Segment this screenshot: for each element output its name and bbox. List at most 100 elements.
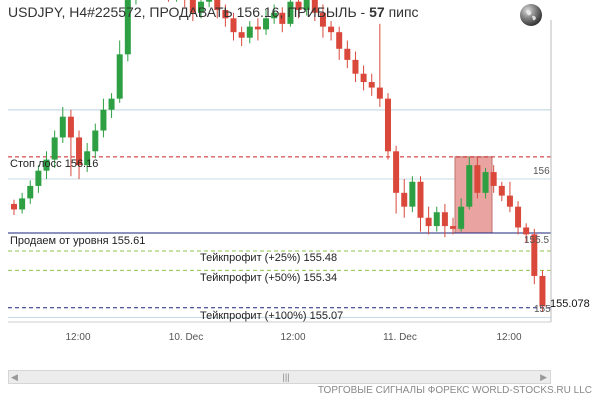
globe-icon[interactable] bbox=[520, 4, 542, 26]
candle bbox=[515, 201, 522, 235]
scroll-right-icon[interactable]: ▶ bbox=[540, 372, 547, 382]
candles bbox=[11, 0, 546, 312]
y-tick-155: 155 bbox=[534, 304, 551, 315]
candle bbox=[271, 4, 278, 24]
candle bbox=[352, 51, 359, 83]
candle bbox=[100, 98, 107, 138]
candle-body bbox=[116, 54, 123, 99]
candle bbox=[506, 181, 513, 213]
candle bbox=[393, 145, 400, 214]
candle bbox=[409, 176, 416, 213]
candle bbox=[417, 176, 424, 232]
candle-body bbox=[124, 0, 131, 55]
candle-body bbox=[417, 181, 424, 218]
candle bbox=[376, 23, 383, 107]
candle bbox=[197, 0, 204, 19]
candle bbox=[76, 130, 83, 179]
horizontal-scrollbar[interactable]: ◀ ||| ▶ bbox=[8, 370, 551, 384]
candle-body bbox=[539, 275, 546, 307]
candle bbox=[531, 228, 538, 285]
candle-body bbox=[295, 1, 302, 11]
candle-body bbox=[206, 0, 213, 2]
candle-body bbox=[474, 165, 481, 193]
candle bbox=[222, 4, 229, 27]
candle-body bbox=[100, 109, 107, 131]
candle bbox=[254, 18, 261, 41]
candle bbox=[238, 26, 245, 47]
takeprofit-25-label: Тейкпрофит (+25%) 155.48 bbox=[200, 252, 338, 264]
candle-body bbox=[490, 172, 497, 186]
candle-body bbox=[27, 185, 34, 199]
candle-body bbox=[482, 172, 489, 193]
candle-body bbox=[263, 18, 270, 30]
candle-body bbox=[515, 206, 522, 228]
candle-body bbox=[498, 185, 505, 196]
candle-body bbox=[230, 18, 237, 33]
candle-body bbox=[214, 0, 221, 11]
scrollbar-thumb[interactable]: ||| bbox=[282, 372, 290, 382]
candle bbox=[295, 0, 302, 19]
candle bbox=[401, 178, 408, 218]
candle bbox=[482, 167, 489, 199]
candle-body bbox=[450, 226, 457, 229]
candle-body bbox=[43, 159, 50, 171]
candle bbox=[490, 165, 497, 193]
candle bbox=[11, 199, 17, 215]
candle-body bbox=[108, 98, 115, 110]
candle bbox=[27, 180, 34, 204]
candle bbox=[116, 40, 123, 103]
candle-body bbox=[409, 181, 416, 207]
candle-body bbox=[433, 212, 440, 227]
sell-level-label: Продаем от уровня 155.61 bbox=[10, 235, 146, 247]
scroll-left-icon[interactable]: ◀ bbox=[11, 372, 18, 382]
candle-body bbox=[76, 137, 83, 166]
candle bbox=[336, 26, 343, 60]
candle bbox=[167, 0, 169, 2]
stop-loss-label: Стоп лосс 156.16 bbox=[10, 158, 99, 170]
candle bbox=[43, 151, 50, 179]
candle-body bbox=[59, 116, 66, 138]
candle-body bbox=[401, 192, 408, 207]
takeprofit-50-label: Тейкпрофит (+50%) 155.34 bbox=[200, 272, 338, 284]
x-tick-11-dec: 11. Dec bbox=[383, 332, 417, 343]
candle-body bbox=[67, 116, 74, 138]
candle bbox=[319, 4, 326, 38]
candle bbox=[311, 0, 318, 22]
candle bbox=[458, 198, 465, 232]
candle bbox=[279, 7, 286, 33]
candle-body bbox=[360, 73, 367, 83]
candle bbox=[360, 65, 367, 91]
candle-body bbox=[506, 195, 513, 207]
x-tick-10-dec: 10. Dec bbox=[168, 332, 204, 343]
x-tick-1200-c: 12:00 bbox=[496, 332, 522, 343]
candle bbox=[263, 10, 270, 35]
candle-body bbox=[287, 1, 294, 24]
candle-body bbox=[84, 151, 91, 166]
candle-body bbox=[531, 234, 538, 276]
candle-body bbox=[19, 198, 26, 210]
candle-body bbox=[271, 12, 278, 19]
candle bbox=[539, 270, 546, 312]
candle bbox=[450, 217, 457, 235]
candle bbox=[466, 156, 473, 210]
candle-body bbox=[246, 26, 253, 38]
candle bbox=[230, 12, 237, 41]
candle bbox=[328, 21, 335, 41]
candle bbox=[433, 206, 440, 232]
candle bbox=[344, 40, 351, 69]
candle-body bbox=[303, 0, 310, 11]
y-tick-155-5: 155.5 bbox=[524, 235, 550, 246]
x-tick-1200-a: 12:00 bbox=[65, 332, 91, 343]
candle bbox=[498, 181, 505, 202]
candle bbox=[474, 156, 481, 199]
y-tick-156: 156 bbox=[533, 166, 550, 177]
candle-body bbox=[368, 82, 375, 88]
candle-body bbox=[254, 26, 261, 30]
candle bbox=[384, 93, 391, 160]
candle-body bbox=[35, 170, 42, 186]
candle bbox=[206, 0, 213, 8]
candle bbox=[51, 130, 58, 168]
candle bbox=[287, 0, 294, 27]
takeprofit-100-label: Тейкпрофит (+100%) 155.07 bbox=[200, 310, 344, 322]
